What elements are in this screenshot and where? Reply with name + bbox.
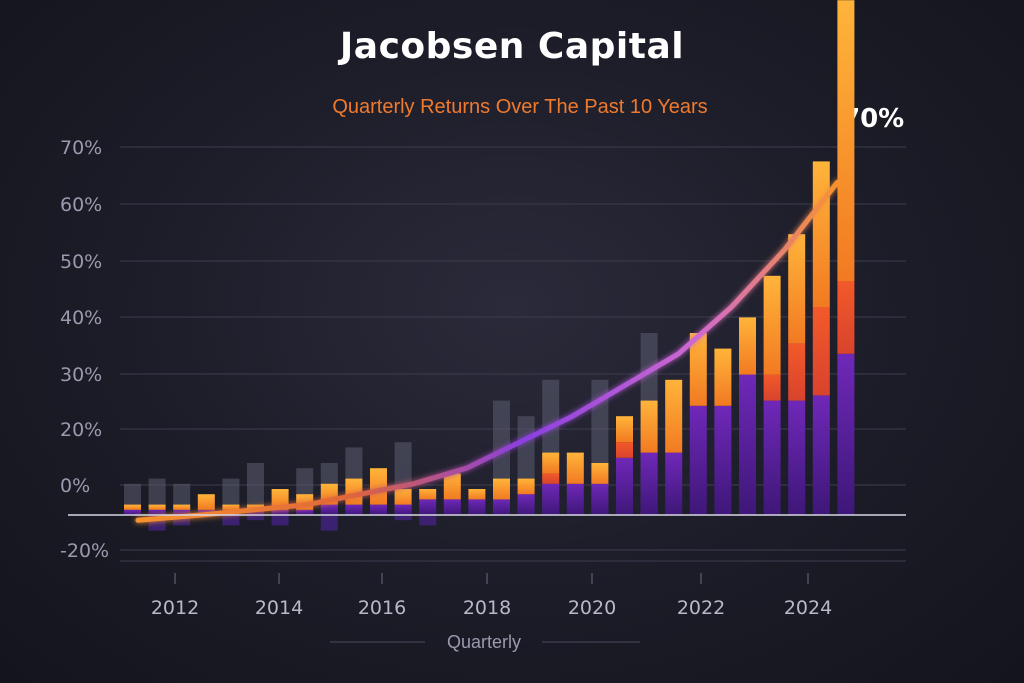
bar-segment-purple: [296, 509, 314, 515]
y-tick-label: 50%: [60, 251, 102, 273]
bar-segment-orange: [665, 379, 683, 453]
bar-segment-orange: [468, 489, 486, 500]
bar-segment-orange: [493, 478, 510, 500]
bar-segment-orange: [739, 317, 756, 375]
bar-segment-negative: [419, 515, 437, 526]
bar-segment-orange: [812, 161, 830, 307]
bar-segment-purple: [173, 509, 191, 515]
bar-segment-orange: [345, 478, 363, 505]
bar-segment-purple: [419, 499, 437, 515]
bar-segment-red: [837, 281, 855, 354]
bar-segment-purple: [591, 483, 609, 515]
y-tick-label: 0%: [60, 475, 90, 497]
bar-segment-purple: [517, 494, 535, 515]
bar-segment-orange: [419, 489, 437, 500]
bar-segment-orange: [394, 489, 412, 505]
bar-segment-orange: [689, 333, 707, 406]
trend-line: [135, 179, 840, 523]
x-tick-label: 2012: [151, 597, 199, 619]
bar-segment-purple: [493, 499, 510, 515]
y-tick-label: 20%: [60, 419, 102, 441]
bar-segment-purple: [739, 374, 756, 515]
bar-segment-red: [763, 374, 781, 401]
chart-subtitle: Quarterly Returns Over The Past 10 Years: [332, 96, 708, 118]
bar-segment-red: [542, 473, 560, 484]
bar-segment-negative: [320, 515, 338, 531]
bar-segment-orange: [616, 416, 633, 443]
bar-segment-purple: [247, 509, 264, 515]
bar-segment-purple: [788, 400, 806, 515]
bar-segment-purple: [320, 504, 338, 515]
bar-segment-orange: [640, 400, 658, 453]
bar-segment-purple: [812, 395, 830, 515]
bar-segment-orange: [124, 504, 141, 510]
chart-title: Jacobsen Capital: [339, 26, 685, 67]
bar-segment-orange: [148, 504, 166, 510]
bar-segment-purple: [566, 483, 584, 515]
x-tick-label: 2016: [358, 597, 406, 619]
y-tick-label: 70%: [60, 137, 102, 159]
bar-segment-orange: [197, 494, 215, 510]
bar-segment-purple: [640, 452, 658, 515]
bar-segment-orange: [370, 468, 387, 505]
y-tick-label: 60%: [60, 194, 102, 216]
bar-segment-purple: [443, 499, 461, 515]
bar-segment-negative: [271, 515, 289, 526]
bar-segment-negative: [247, 515, 264, 521]
bar-segment-orange: [443, 473, 461, 500]
ghost-bar: [247, 463, 264, 515]
bar-segment-purple: [148, 509, 166, 515]
bar-segment-purple: [665, 452, 683, 515]
bar-segment-negative: [394, 515, 412, 521]
bar-segment-orange: [788, 234, 806, 344]
bar-segment-red: [788, 343, 806, 401]
bar-segment-orange: [173, 504, 191, 510]
bar-segment-purple: [689, 405, 707, 515]
bar-segment-purple: [714, 405, 732, 515]
y-tick-label: -20%: [60, 540, 109, 562]
bar-segment-purple: [468, 499, 486, 515]
bar-segment-orange: [837, 0, 855, 281]
x-tick-label: 2022: [677, 597, 725, 619]
bar-segment-purple: [271, 509, 289, 515]
bar-segment-red: [812, 307, 830, 396]
bar-segment-orange: [222, 504, 240, 510]
y-tick-label: 40%: [60, 307, 102, 329]
x-tick-label: 2014: [255, 597, 303, 619]
bar-segment-red: [616, 442, 633, 458]
bar-segment-orange: [714, 348, 732, 406]
x-tick-label: 2020: [568, 597, 616, 619]
y-tick-label: 30%: [60, 364, 102, 386]
bar-segment-negative: [173, 515, 191, 526]
bar-segment-purple: [345, 504, 363, 515]
bar-segment-orange: [542, 452, 560, 474]
bar-segment-purple: [542, 483, 560, 515]
x-tick-label: 2018: [463, 597, 511, 619]
x-tick-label: 2024: [784, 597, 832, 619]
bar-segment-purple: [616, 457, 633, 515]
bar-segment-orange: [763, 275, 781, 375]
bar-segment-purple: [370, 504, 387, 515]
bar-segment-purple: [837, 353, 855, 515]
bar-segment-orange: [566, 452, 584, 484]
bar-segment-negative: [222, 515, 240, 526]
bar-segment-orange: [591, 463, 609, 484]
bar-segment-purple: [394, 504, 412, 515]
x-axis-label: Quarterly: [447, 632, 521, 652]
bar-segment-orange: [517, 478, 535, 495]
bar-segment-purple: [763, 400, 781, 515]
bar-segment-purple: [124, 509, 141, 515]
